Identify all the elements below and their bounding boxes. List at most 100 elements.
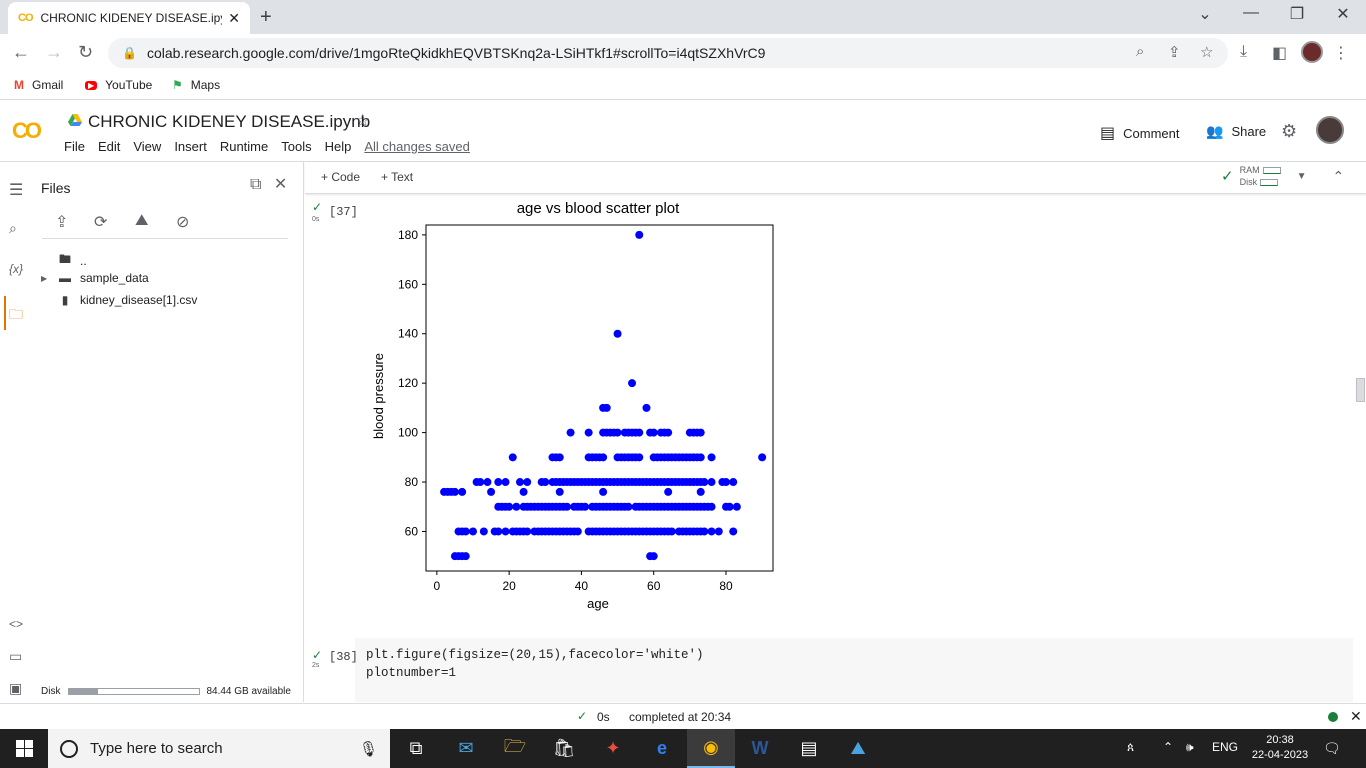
microphone-icon[interactable]: 🎙 [358,740,378,758]
scatter-point [483,478,492,487]
mail-icon[interactable]: ✉ [458,738,474,758]
scatter-point [707,502,716,511]
folder-icon[interactable]: 🗀 [9,306,23,322]
file-row-sample-data[interactable]: ▶ ▬ sample_data [41,271,149,285]
chevron-up-icon[interactable]: ⌃ [1163,740,1174,754]
close-icon[interactable]: ✕ [1350,708,1362,724]
tab-search-icon[interactable]: ⌄ [1198,6,1212,23]
bookmark-youtube[interactable]: ▶ YouTube [85,78,152,92]
menu-view[interactable]: View [133,139,162,154]
avatar[interactable] [1316,116,1344,144]
colab-logo[interactable]: CO [12,118,42,143]
close-window-icon[interactable]: ✕ [1336,6,1350,23]
x-tick-label: 40 [575,579,589,593]
files-panel: Files ⧉ ✕ ⇪ ⟳ ⛰ ⊘ 🖿 .. ▶ ▬ sample_data ▮… [36,162,304,702]
file-explorer-icon[interactable]: 🗁 [503,735,527,756]
hide-icon[interactable]: ⊘ [176,214,190,231]
scatter-point [458,487,467,496]
drive-icon [68,114,82,126]
share-page-icon[interactable]: ⇪ [1168,44,1181,61]
reload-icon[interactable]: ↻ [78,42,94,62]
chrome-profile-avatar[interactable] [1301,41,1323,63]
task-view-icon[interactable]: ⧉ [409,738,423,758]
scatter-point [667,527,676,536]
file-row-parent[interactable]: 🖿 .. [58,250,87,271]
windows-start-icon[interactable] [16,740,33,757]
game-icon[interactable]: ✦ [605,738,621,758]
address-bar[interactable]: 🔒 colab.research.google.com/drive/1mgoRt… [108,38,1228,68]
code-line-1[interactable]: plt.figure(figsize=(20,15),facecolor='wh… [366,648,704,662]
add-code-button[interactable]: + Code [321,170,361,184]
new-tab-icon[interactable]: + [260,6,272,28]
scrollbar-thumb[interactable] [1356,378,1365,402]
chrome-icon[interactable]: ◉ [687,729,735,768]
upload-icon[interactable]: ⇪ [55,214,69,231]
resource-monitor[interactable]: ✓ RAM Disk ▼ ⌃ [1221,165,1345,187]
add-text-button[interactable]: + Text [381,170,414,184]
bookmark-star-icon[interactable]: ☆ [1200,44,1214,61]
scatter-point [696,453,705,462]
close-tab-icon[interactable]: ✕ [228,9,240,26]
menu-edit[interactable]: Edit [97,139,121,154]
photos-icon[interactable]: ⛰ [850,738,866,758]
open-tab-icon[interactable]: ⧉ [250,176,262,193]
language-indicator[interactable]: ENG [1212,740,1239,754]
y-axis-label: blood pressure [371,353,386,439]
minimize-icon[interactable]: — [1243,4,1259,21]
connected-check-icon: ✓ [1221,168,1234,185]
chrome-menu-icon[interactable]: ⋮ [1333,45,1349,62]
notification-icon[interactable]: 🗨 [1323,740,1341,756]
clock[interactable]: 20:38 22-04-2023 [1251,734,1309,761]
scatter-point [714,527,723,536]
document-icon[interactable]: ▤ [800,738,818,758]
star-icon[interactable]: ☆ [355,111,371,130]
code-cell[interactable]: ✓ 2s [38] plt.figure(figsize=(20,15),fac… [305,638,1353,702]
browser-tab[interactable]: CO CHRONIC KIDENEY DISEASE.ipyn ✕ [8,2,250,34]
people-tray-icon[interactable]: ጰ [1127,740,1135,754]
scatter-point [599,487,608,496]
menu-file[interactable]: File [64,139,85,154]
dropdown-icon[interactable]: ▼ [1296,170,1307,182]
taskbar-search[interactable]: Type here to search 🎙 [48,729,390,768]
refresh-folder-icon[interactable]: ⟳ [94,214,108,231]
forward-icon[interactable]: → [45,42,63,62]
menu-insert[interactable]: Insert [174,139,207,154]
download-icon[interactable]: ⤓ [1240,43,1248,60]
code-snippets-icon[interactable]: <> [9,617,24,631]
code-editor[interactable] [355,638,1353,702]
comment-button[interactable]: ▤ Comment [1100,125,1180,142]
gear-icon[interactable]: ⚙ [1281,121,1298,141]
menu-help[interactable]: Help [324,139,352,154]
file-row-csv[interactable]: ▮ kidney_disease[1].csv [58,293,198,307]
edge-icon[interactable]: e [656,738,667,758]
code-line-2[interactable]: plotnumber=1 [366,666,457,680]
restore-icon[interactable]: ❐ [1289,6,1305,23]
store-icon[interactable]: 🛍 [552,738,576,758]
back-icon[interactable]: ← [12,42,30,62]
word-icon[interactable]: W [751,738,769,758]
toc-icon[interactable]: ☰ [9,182,24,199]
scatter-point [729,478,738,487]
command-palette-icon[interactable]: ▭ [9,648,23,664]
variables-icon[interactable]: {x} [9,262,24,276]
notebook-title[interactable]: CHRONIC KIDENEY DISEASE.ipynb [88,112,371,131]
volume-icon[interactable]: 🕪 [1186,740,1194,754]
chevron-up-icon[interactable]: ⌃ [1332,167,1345,184]
share-button[interactable]: 👥 Share [1206,123,1267,139]
x-tick-label: 20 [502,579,516,593]
search-icon[interactable]: ⌕ [9,220,17,236]
close-icon[interactable]: ✕ [273,176,288,193]
bookmark-maps[interactable]: ⚑ Maps [172,78,221,92]
menu-tools[interactable]: Tools [281,139,312,154]
x-tick-label: 80 [719,579,733,593]
terminal-icon[interactable]: ▣ [9,680,23,696]
chevron-right-icon[interactable]: ▶ [41,273,48,283]
menu-runtime[interactable]: Runtime [219,139,269,154]
zoom-icon[interactable]: ⌕ [1136,43,1145,60]
status-text[interactable]: completed at 20:34 [629,710,732,724]
side-panel-icon[interactable]: ◧ [1272,45,1288,62]
saved-status[interactable]: All changes saved [364,139,470,154]
colab-header: CO CHRONIC KIDENEY DISEASE.ipynb ☆ File … [0,101,1366,162]
bookmark-gmail[interactable]: M Gmail [14,78,64,92]
mount-drive-icon[interactable]: ⛰ [135,212,149,229]
